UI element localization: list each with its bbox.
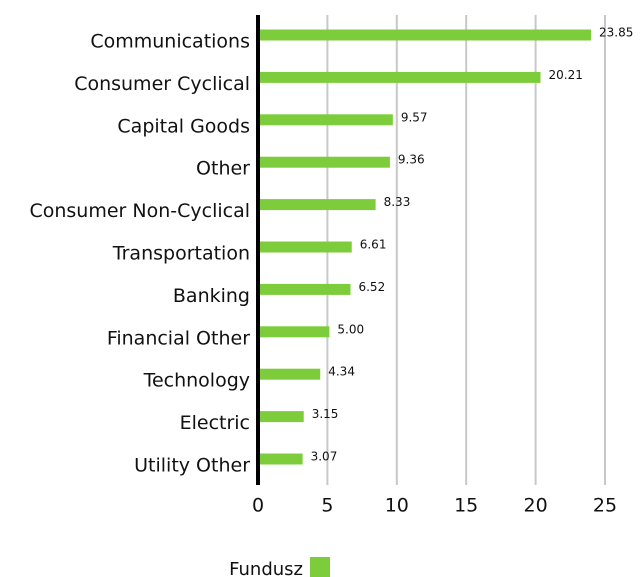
data-label: 9.57: [401, 110, 428, 124]
bar: [260, 71, 541, 83]
y-tick-label: Consumer Non-Cyclical: [29, 200, 250, 222]
y-tick-label: Banking: [173, 285, 250, 307]
data-label: 23.85: [599, 26, 633, 40]
x-tick-label: 5: [321, 495, 333, 517]
y-tick-label: Other: [196, 158, 250, 180]
y-tick-label: Consumer Cyclical: [74, 73, 250, 95]
x-tick-label: 15: [454, 495, 478, 517]
data-label: 6.61: [360, 238, 387, 252]
data-label: 20.21: [549, 68, 583, 82]
bar: [260, 326, 330, 338]
x-tick-label: 25: [593, 495, 617, 517]
bar: [260, 368, 321, 380]
data-label: 4.34: [328, 365, 355, 379]
x-tick-label: 0: [252, 495, 264, 517]
y-tick-label: Financial Other: [107, 327, 250, 349]
bar: [260, 199, 376, 211]
data-label: 9.36: [398, 153, 425, 167]
bar: [260, 283, 351, 295]
legend-swatch: [310, 557, 330, 577]
y-tick-label: Capital Goods: [117, 115, 250, 137]
y-tick-label: Technology: [143, 370, 250, 392]
y-tick-label: Communications: [90, 31, 250, 53]
y-tick-label: Transportation: [112, 243, 250, 265]
bar: [260, 411, 304, 423]
data-label: 3.15: [312, 407, 339, 421]
bar: [260, 453, 303, 465]
bar: [260, 156, 390, 168]
data-label: 3.07: [311, 450, 338, 464]
bar: [260, 114, 393, 126]
x-tick-label: 20: [524, 495, 548, 517]
data-label: 8.33: [384, 195, 411, 209]
legend-label: Fundusz: [229, 559, 303, 577]
y-tick-label: Utility Other: [134, 455, 250, 477]
x-tick-label: 10: [385, 495, 409, 517]
data-label: 5.00: [337, 322, 364, 336]
y-tick-label: Electric: [180, 412, 250, 434]
data-label: 6.52: [358, 280, 385, 294]
bar: [260, 241, 352, 253]
bar: [260, 29, 592, 41]
